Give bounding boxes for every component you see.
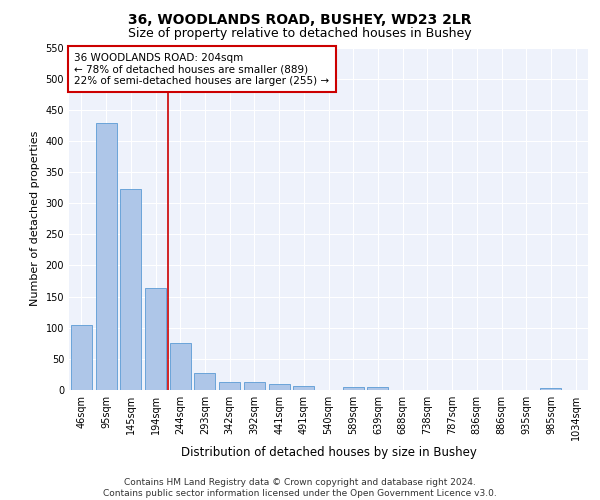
Bar xyxy=(269,384,290,390)
Bar xyxy=(541,388,562,390)
Y-axis label: Number of detached properties: Number of detached properties xyxy=(30,131,40,306)
Bar xyxy=(170,342,191,390)
Bar xyxy=(367,387,388,390)
Bar xyxy=(244,382,265,390)
Bar xyxy=(95,124,116,390)
Bar xyxy=(120,190,141,390)
Bar xyxy=(293,386,314,390)
Text: 36 WOODLANDS ROAD: 204sqm
← 78% of detached houses are smaller (889)
22% of semi: 36 WOODLANDS ROAD: 204sqm ← 78% of detac… xyxy=(74,52,329,86)
X-axis label: Distribution of detached houses by size in Bushey: Distribution of detached houses by size … xyxy=(181,446,476,458)
Bar xyxy=(219,382,240,390)
Bar xyxy=(71,324,92,390)
Text: 36, WOODLANDS ROAD, BUSHEY, WD23 2LR: 36, WOODLANDS ROAD, BUSHEY, WD23 2LR xyxy=(128,12,472,26)
Text: Contains HM Land Registry data © Crown copyright and database right 2024.
Contai: Contains HM Land Registry data © Crown c… xyxy=(103,478,497,498)
Bar xyxy=(343,387,364,390)
Text: Size of property relative to detached houses in Bushey: Size of property relative to detached ho… xyxy=(128,28,472,40)
Bar xyxy=(194,373,215,390)
Bar xyxy=(145,288,166,390)
